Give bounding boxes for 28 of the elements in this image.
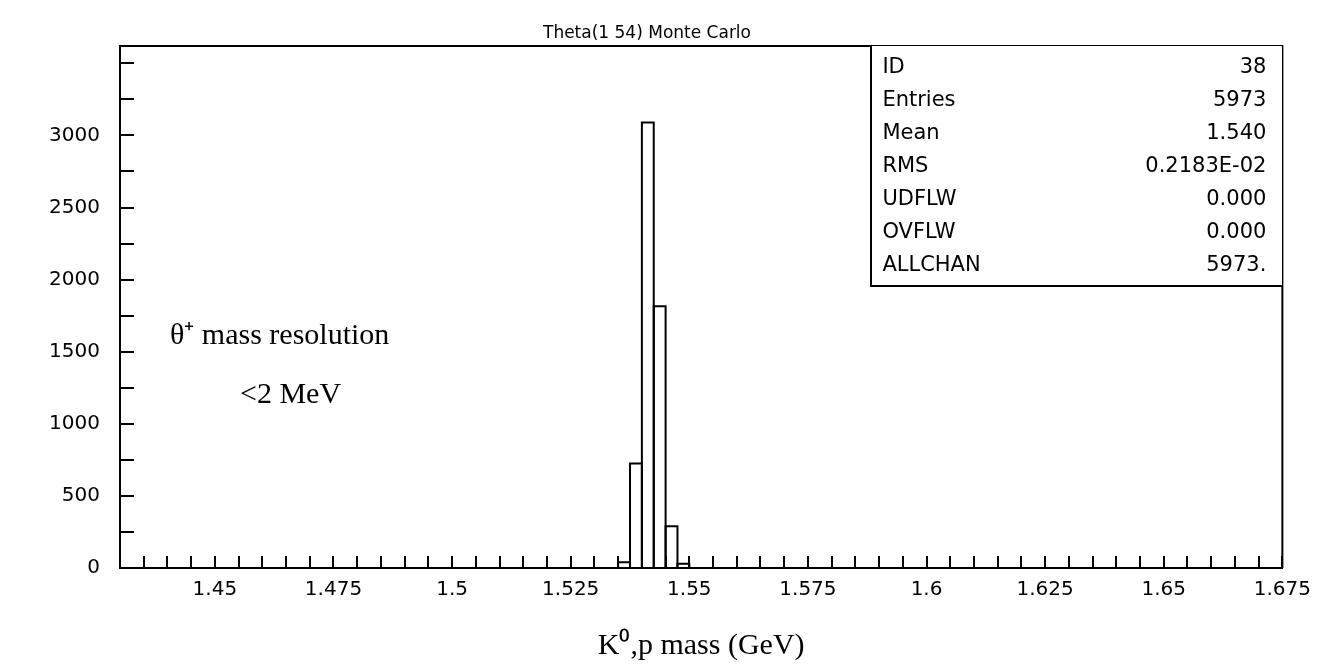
- annotation: <2 MeV: [240, 376, 342, 410]
- text: UDFLW 0.000: [882, 186, 1267, 210]
- y-tick-label: 1500: [49, 337, 100, 362]
- y-tick-label: 0: [87, 554, 100, 579]
- x-tick-label: 1.6: [910, 576, 943, 601]
- x-tick-label: 1.55: [667, 576, 712, 601]
- x-tick-label: 1.675: [1253, 576, 1311, 601]
- x-tick-label: 1.5: [436, 576, 469, 601]
- text: Entries 5973: [882, 87, 1267, 111]
- text: ID 38: [882, 54, 1267, 78]
- annotation: θ⁺ mass resolution: [170, 316, 390, 352]
- text: OVFLW 0.000: [882, 219, 1267, 243]
- chart-title: Theta(1 54) Monte Carlo: [542, 22, 751, 43]
- y-tick-label: 2500: [49, 193, 100, 218]
- y-tick-label: 2000: [49, 265, 100, 290]
- y-tick-label: 3000: [49, 121, 100, 146]
- x-tick-label: 1.625: [1016, 576, 1074, 601]
- x-tick-label: 1.525: [542, 576, 600, 601]
- text: RMS 0.2183E-02: [882, 153, 1267, 177]
- x-tick-label: 1.575: [779, 576, 837, 601]
- x-axis-title: K⁰,p mass (GeV): [597, 626, 805, 661]
- y-tick-label: 500: [61, 482, 100, 507]
- text: ALLCHAN 5973.: [882, 252, 1267, 276]
- x-tick-label: 1.45: [192, 576, 238, 601]
- text: Mean 1.540: [882, 120, 1267, 144]
- x-tick-label: 1.475: [304, 576, 363, 601]
- y-tick-label: 1000: [49, 410, 100, 434]
- x-tick-label: 1.65: [1141, 576, 1187, 601]
